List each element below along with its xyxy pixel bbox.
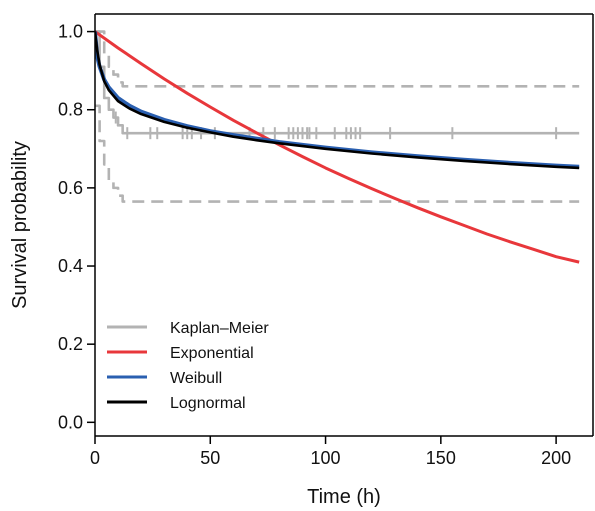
legend-label: Kaplan–Meier (170, 320, 269, 337)
legend-label: Exponential (170, 345, 254, 362)
km-confidence-bound (95, 104, 580, 203)
legend-label: Weibull (170, 370, 222, 387)
x-tick-label: 50 (200, 448, 220, 468)
x-tick-label: 0 (90, 448, 100, 468)
legend-label: Lognormal (170, 395, 246, 412)
ticks-layer: 0 50 100 150 200 0.0 0.2 0.4 0.6 0.8 1.0 (58, 22, 571, 468)
y-tick-label: 0.8 (58, 100, 83, 120)
weibull-line (95, 31, 580, 169)
y-axis-title: Survival probability (9, 141, 31, 309)
x-tick-label: 150 (426, 448, 456, 468)
axes-layer (94, 13, 594, 437)
y-tick-label: 0.6 (58, 178, 83, 198)
y-tick-label: 0.2 (58, 334, 83, 354)
x-tick-label: 200 (541, 448, 571, 468)
km-confidence-bound (95, 30, 580, 88)
y-tick-label: 1.0 (58, 22, 83, 42)
legend: Kaplan–Meier Exponential Weibull Lognormal (107, 320, 269, 412)
x-axis-title: Time (h) (307, 486, 381, 508)
exponential-line (95, 30, 580, 264)
y-tick-label: 0.4 (58, 256, 83, 276)
y-tick-label: 0.0 (58, 412, 83, 432)
lognormal-line (95, 31, 580, 170)
series-layer (95, 30, 580, 264)
x-tick-label: 100 (311, 448, 341, 468)
